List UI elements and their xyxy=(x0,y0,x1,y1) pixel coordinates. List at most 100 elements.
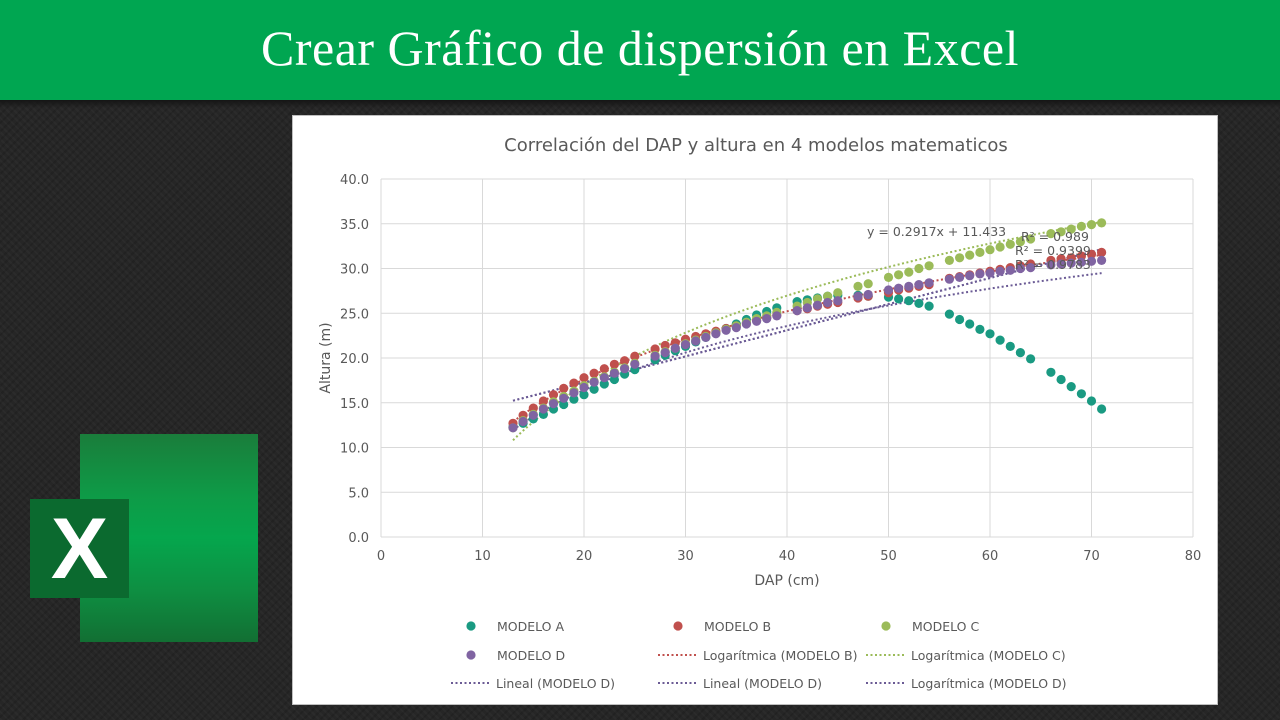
title-banner: Crear Gráfico de dispersión en Excel xyxy=(0,0,1280,100)
modelo-a-point xyxy=(944,309,955,319)
modelo-d-point xyxy=(680,340,691,350)
modelo-d-point xyxy=(670,343,680,353)
modelo-c-point xyxy=(863,279,873,289)
x-tick-label: 50 xyxy=(880,549,897,564)
modelo-d-point xyxy=(630,359,640,369)
modelo-d-point xyxy=(1015,263,1025,274)
modelo-b-point xyxy=(528,403,538,413)
x-tick-label: 40 xyxy=(779,549,796,564)
modelo-d-point xyxy=(518,416,528,427)
modelo-d-point xyxy=(721,325,731,335)
modelo-c-point xyxy=(1066,224,1076,234)
modelo-b-point xyxy=(569,378,579,388)
modelo-b-point xyxy=(620,356,630,366)
modelo-d-point xyxy=(538,404,548,414)
modelo-a-point xyxy=(1076,389,1086,399)
y-tick-label: 25.0 xyxy=(340,307,369,322)
modelo-c-point xyxy=(1076,221,1086,231)
modelo-d-point xyxy=(792,306,802,316)
y-tick-label: 20.0 xyxy=(340,352,369,367)
modelo-a-point xyxy=(904,296,914,306)
scatter-chart: 0 10 20 30 40 50 60 70 80 0.0 5.0 10.0 15.0 20.0 25.0 3… xyxy=(318,135,1202,691)
x-axis-label: DAP (cm) xyxy=(754,573,819,589)
modelo-c-point xyxy=(1086,220,1097,230)
x-tick-label: 80 xyxy=(1185,549,1202,564)
legend-label-modelo-c: MODELO C xyxy=(912,619,979,634)
modelo-b-point xyxy=(1097,247,1107,257)
modelo-a-point xyxy=(609,374,619,385)
modelo-d-point xyxy=(1026,263,1036,273)
x-tick-label: 20 xyxy=(576,549,593,564)
modelo-d-point xyxy=(955,272,965,282)
trendlines xyxy=(512,220,1102,442)
modelo-d-point xyxy=(863,289,873,300)
modelo-a-point xyxy=(985,329,995,339)
modelo-b-point xyxy=(609,359,619,369)
data-points xyxy=(508,218,1107,433)
y-tick-label: 15.0 xyxy=(340,397,369,412)
modelo-b-point xyxy=(589,368,599,378)
trend-equation: y = 0.2917x + 11.433 xyxy=(867,224,1006,239)
trendline xyxy=(512,220,1102,442)
x-tick-label: 10 xyxy=(474,549,491,564)
chart-panel: 0 10 20 30 40 50 60 70 80 0.0 5.0 10.0 15.0 20.0 25.0 3… xyxy=(292,115,1218,705)
modelo-d-point xyxy=(752,316,762,326)
modelo-b-point xyxy=(548,390,559,400)
modelo-d-point xyxy=(528,410,538,420)
modelo-d-point xyxy=(741,319,751,329)
modelo-d-point xyxy=(691,336,701,346)
modelo-d-point xyxy=(711,329,721,339)
y-tick-label: 30.0 xyxy=(340,263,369,278)
modelo-a-point xyxy=(569,394,579,404)
modelo-d-point xyxy=(772,311,782,321)
y-tick-label: 40.0 xyxy=(340,173,369,188)
modelo-d-point xyxy=(660,348,670,358)
legend-marker xyxy=(881,621,891,631)
modelo-a-point xyxy=(894,294,904,304)
modelo-a-point xyxy=(955,314,965,325)
modelo-c-point xyxy=(975,247,985,257)
modelo-d-point xyxy=(985,268,995,278)
chart-title: Correlación del DAP y altura en 4 modelo… xyxy=(504,135,1008,156)
x-tick-label: 60 xyxy=(982,549,999,564)
modelo-d-point xyxy=(812,300,823,310)
modelo-d-point xyxy=(701,332,711,342)
trendline xyxy=(512,254,1102,423)
modelo-a-point xyxy=(589,384,599,394)
y-tick-label: 10.0 xyxy=(340,442,369,457)
modelo-d-point xyxy=(904,281,914,291)
modelo-c-point xyxy=(1026,234,1036,244)
legend: MODELO A MODELO B MODELO C MODELO D Logarítm… xyxy=(451,619,1067,691)
y-tick-label: 5.0 xyxy=(348,486,369,501)
modelo-a-point xyxy=(914,298,924,308)
x-tick-label: 0 xyxy=(377,549,385,564)
modelo-d-point xyxy=(609,368,619,378)
modelo-d-point xyxy=(762,314,772,324)
legend-label-modelo-d: MODELO D xyxy=(497,648,565,663)
modelo-c-point xyxy=(833,288,843,298)
modelo-d-point xyxy=(731,323,741,333)
excel-logo: X xyxy=(30,434,258,642)
banner-title: Crear Gráfico de dispersión en Excel xyxy=(261,20,1019,76)
modelo-d-point xyxy=(1076,257,1086,267)
modelo-d-point xyxy=(894,283,904,293)
modelo-a-point xyxy=(1005,341,1015,351)
modelo-a-point xyxy=(965,319,975,329)
modelo-d-point xyxy=(1097,255,1107,265)
modelo-c-point xyxy=(1097,218,1107,228)
modelo-d-point xyxy=(1066,258,1076,268)
modelo-a-point xyxy=(1056,374,1066,385)
modelo-a-point xyxy=(1097,404,1107,414)
modelo-d-point xyxy=(559,393,569,403)
y-tick-label: 0.0 xyxy=(348,531,369,546)
modelo-d-point xyxy=(924,278,934,288)
r-squared-1: R² = 0.989 xyxy=(1021,229,1089,244)
modelo-c-point xyxy=(914,263,924,274)
modelo-b-point xyxy=(650,344,660,354)
modelo-c-point xyxy=(1056,227,1066,237)
modelo-d-point xyxy=(914,280,924,290)
modelo-b-point xyxy=(538,396,548,406)
modelo-d-point xyxy=(1005,265,1015,275)
modelo-a-point xyxy=(1066,382,1076,392)
modelo-a-point xyxy=(995,335,1005,345)
